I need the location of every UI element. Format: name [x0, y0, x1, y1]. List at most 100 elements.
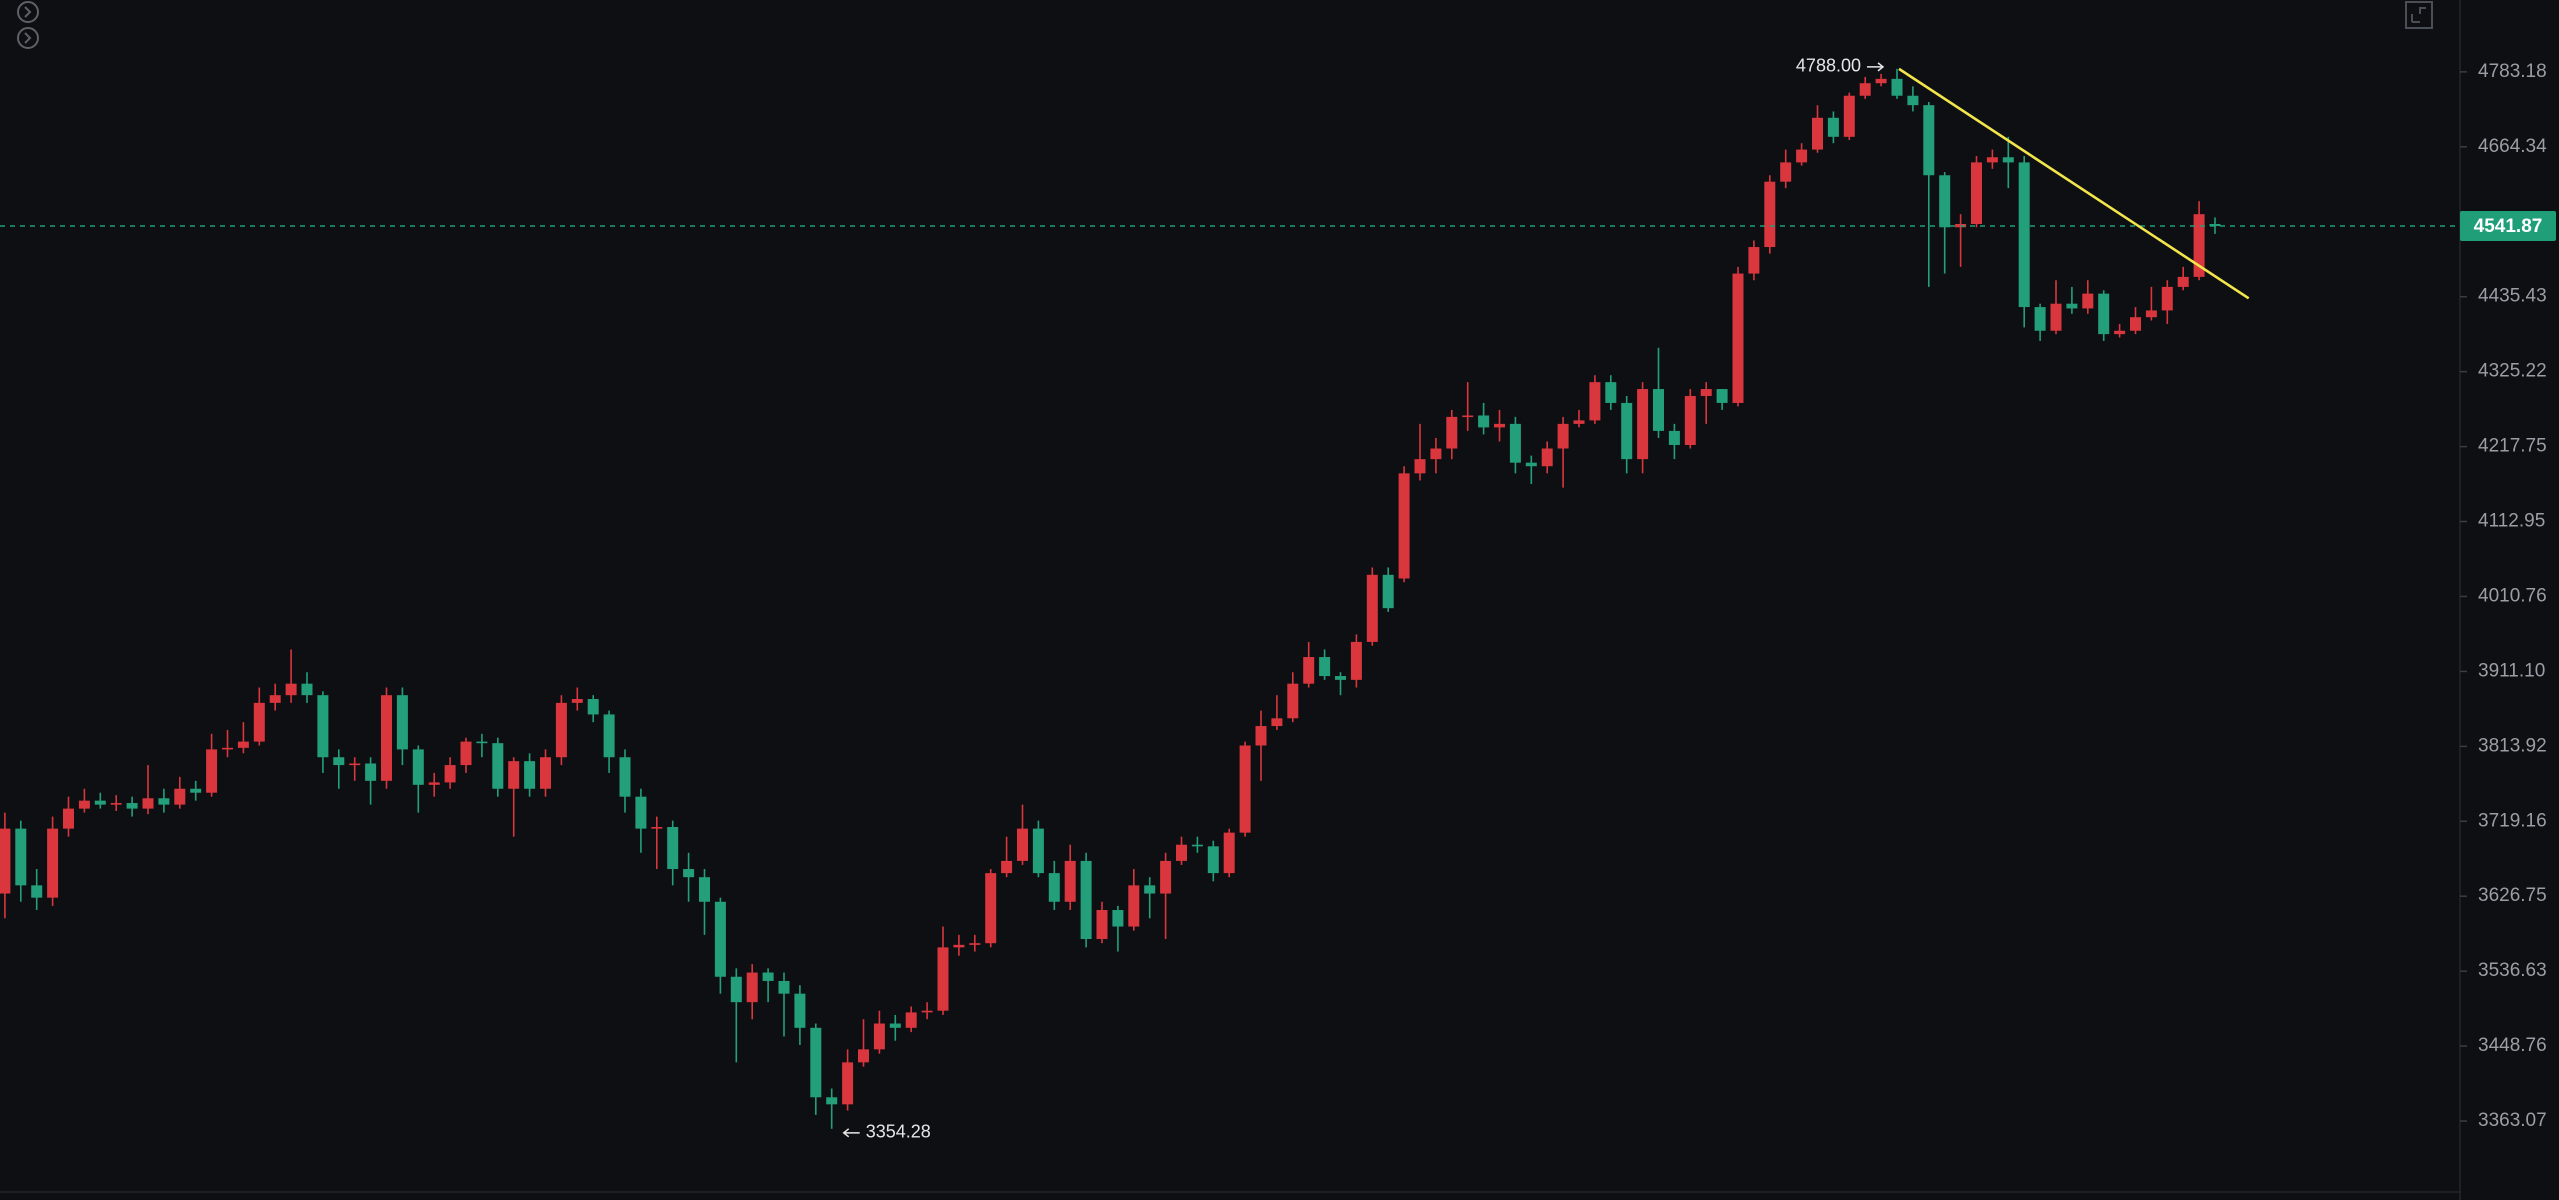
expand-button[interactable] [17, 27, 39, 49]
candle-body [826, 1097, 838, 1105]
candle-body [555, 702, 567, 758]
candle-body [2050, 303, 2062, 331]
candle-body [237, 741, 249, 748]
y-tick-label: 4010.76 [2478, 585, 2547, 606]
candle-body [31, 885, 43, 898]
candle-body [762, 972, 774, 981]
candle-body [1287, 683, 1299, 719]
y-tick-label: 4325.22 [2478, 361, 2547, 382]
candle-body [1430, 448, 1442, 460]
candle-body [587, 699, 599, 715]
candle-body [1732, 273, 1744, 403]
candle-body [921, 1010, 933, 1013]
candle-body [1843, 95, 1855, 137]
expand-button[interactable] [17, 1, 39, 23]
chevron-icon [24, 32, 32, 44]
candle-body [730, 976, 742, 1003]
candle-body [2130, 317, 2141, 331]
candle-body [1875, 78, 1887, 84]
candle-body [1414, 459, 1426, 474]
candle-body [873, 1023, 885, 1050]
candle-body [794, 993, 806, 1028]
y-tick-label: 4112.95 [2478, 511, 2545, 532]
candle-body [953, 944, 965, 948]
candle-body [1907, 95, 1919, 106]
candle-body [667, 827, 679, 870]
candle-body [1048, 873, 1060, 902]
fullscreen-icon[interactable] [2405, 1, 2433, 29]
y-tick-label: 4664.34 [2478, 136, 2547, 157]
candle-body [2177, 276, 2189, 287]
candle-body [1319, 657, 1331, 677]
candle-body [2114, 330, 2126, 335]
trendline [1898, 67, 2250, 300]
candle-body [1494, 423, 1505, 428]
candle-body [1525, 462, 1537, 467]
candle-body [1605, 382, 1617, 403]
candle-body [1462, 415, 1474, 418]
candle-body [158, 798, 170, 805]
candle-body [1350, 641, 1362, 680]
candle-body [889, 1023, 901, 1028]
candle-body [1939, 175, 1951, 228]
candle-body [1573, 420, 1585, 424]
y-tick-label: 3911.10 [2478, 660, 2545, 681]
candle-body [317, 695, 329, 758]
candle-body [428, 782, 440, 785]
candle-body [2002, 157, 2014, 163]
candle-body [63, 808, 74, 829]
candle-body [714, 901, 726, 977]
candle-body [1128, 885, 1140, 927]
candle-body [1017, 828, 1028, 861]
candle-body [206, 749, 218, 793]
candle-body [253, 702, 265, 742]
candle-body [1398, 473, 1410, 579]
candle-body [1478, 415, 1490, 428]
candle-body [1239, 745, 1251, 833]
candle-body [1653, 389, 1664, 431]
candle-body [2209, 224, 2221, 227]
candle-body [2066, 303, 2078, 309]
candle-body [78, 800, 90, 809]
candle-body [1112, 910, 1124, 927]
candle-body [1303, 657, 1315, 684]
y-tick-label: 3363.07 [2478, 1110, 2547, 1131]
toolbar-buttons[interactable] [17, 1, 39, 49]
candle-body [1160, 860, 1172, 894]
candle-body [635, 796, 647, 829]
candle-body [396, 695, 408, 750]
high-annotation: 4788.00 [1796, 56, 1861, 76]
candle-body [1032, 828, 1044, 874]
candle-body [2082, 293, 2094, 309]
candle-body [1271, 718, 1283, 727]
candle-body [937, 947, 949, 1011]
candle-body [301, 683, 313, 696]
candle-body [1668, 430, 1680, 445]
candle-body [333, 757, 345, 766]
candle-body [2018, 162, 2030, 308]
candle-body [1366, 574, 1378, 642]
y-tick-label: 3813.92 [2478, 735, 2547, 756]
candle-body [746, 972, 758, 1003]
candle-body [1064, 860, 1076, 902]
candle-body [858, 1049, 869, 1063]
candle-body [1891, 78, 1903, 96]
candle-body [94, 800, 106, 805]
high-arrow [1867, 62, 1885, 72]
candle-body [1589, 382, 1601, 421]
candle-body [1191, 844, 1203, 847]
candle-body [1971, 162, 1982, 225]
y-tick-label: 3448.76 [2478, 1035, 2547, 1056]
candle-body [222, 747, 233, 750]
candle-body [1827, 117, 1839, 137]
fullscreen-button[interactable] [2405, 1, 2433, 29]
candle-body [1446, 416, 1458, 449]
candle-body [1716, 389, 1728, 403]
candle-body [1923, 105, 1935, 176]
candle-body [2145, 310, 2157, 318]
candle-body [492, 743, 504, 789]
candle-body [142, 798, 154, 809]
candle-body [1700, 389, 1712, 396]
